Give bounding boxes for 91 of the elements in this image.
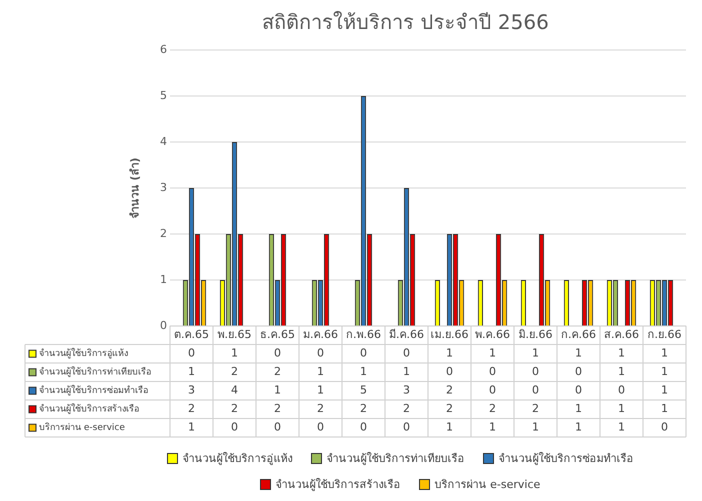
data-label: 0 xyxy=(274,420,281,434)
data-label: 4 xyxy=(231,384,238,397)
data-label: 1 xyxy=(618,365,625,378)
data-label: 3 xyxy=(403,384,410,397)
data-label: 0 xyxy=(661,420,668,434)
data-label: 1 xyxy=(403,365,410,378)
data-label: 1 xyxy=(661,384,668,397)
data-label: 0 xyxy=(532,384,539,397)
x-tick-label: ก.ย.66 xyxy=(648,328,682,342)
data-label: 0 xyxy=(532,365,539,378)
x-tick-label: มิ.ย.66 xyxy=(518,328,552,342)
data-label: 0 xyxy=(403,420,410,434)
data-label: 1 xyxy=(575,402,582,416)
data-label: 2 xyxy=(274,365,281,378)
text: จำนวนผู้ใช้บริการซ่อมทำเรือ xyxy=(498,452,634,465)
data-label: 1 xyxy=(661,346,668,360)
data-label: 1 xyxy=(618,402,625,416)
data-label: 0 xyxy=(403,346,410,360)
data-label: 1 xyxy=(274,384,281,397)
x-tick-label: พ.ย.65 xyxy=(218,328,252,342)
x-tick-label: มี.ค.66 xyxy=(389,328,424,342)
data-label: 1 xyxy=(317,365,324,378)
data-label: 1 xyxy=(575,420,582,434)
y-tick-label: 1 xyxy=(160,272,167,286)
data-label: 2 xyxy=(532,402,539,416)
y-tick-label: 3 xyxy=(160,180,167,194)
y-tick-label: 5 xyxy=(160,88,167,102)
legend-label: บริการผ่าน e-service xyxy=(39,422,126,434)
data-label: 1 xyxy=(317,384,324,397)
y-axis-title: จำนวน (ลำ) xyxy=(128,158,142,218)
data-label: 2 xyxy=(317,402,324,416)
data-label: 2 xyxy=(360,402,367,416)
data-label: 1 xyxy=(489,346,496,360)
data-label: 0 xyxy=(575,384,582,397)
x-tick-label: ก.ค.66 xyxy=(561,328,596,342)
text: จำนวนผู้ใช้บริการสร้างเรือ xyxy=(276,478,401,491)
data-label: 0 xyxy=(231,420,238,434)
x-tick-label: ส.ค.66 xyxy=(604,328,639,342)
data-label: 3 xyxy=(188,384,195,397)
data-label: 1 xyxy=(532,420,539,434)
y-tick-label: 4 xyxy=(160,134,167,148)
x-tick-label: ธ.ค.65 xyxy=(260,328,295,342)
data-label: 1 xyxy=(575,346,582,360)
data-label: 0 xyxy=(274,346,281,360)
data-label: 2 xyxy=(489,402,496,416)
data-label: 0 xyxy=(360,420,367,434)
data-label: 2 xyxy=(231,402,238,416)
data-label: 0 xyxy=(360,346,367,360)
data-label: 2 xyxy=(403,402,410,416)
data-label: 0 xyxy=(618,384,625,397)
legend-label: จำนวนผู้ใช้บริการซ่อมทำเรือ xyxy=(39,385,148,396)
data-label: 1 xyxy=(188,365,195,378)
data-label: 0 xyxy=(575,365,582,378)
y-tick-label: 0 xyxy=(160,318,167,332)
data-label: 2 xyxy=(446,402,453,416)
data-label: 0 xyxy=(489,384,496,397)
data-label: 2 xyxy=(274,402,281,416)
data-label: 2 xyxy=(188,402,195,416)
x-tick-label: เม.ย.66 xyxy=(430,328,468,342)
data-label: 1 xyxy=(618,346,625,360)
data-label: 1 xyxy=(661,402,668,416)
data-label: 2 xyxy=(231,365,238,378)
data-label: 0 xyxy=(489,365,496,378)
chart-title: สถิติการให้บริการ ประจำปี 2566 xyxy=(262,10,549,34)
x-tick-label: ก.พ.66 xyxy=(346,328,381,342)
y-tick-label: 6 xyxy=(160,42,167,56)
data-label: 0 xyxy=(446,365,453,378)
data-label: 1 xyxy=(446,420,453,434)
legend-label: จำนวนผู้ใช้บริการอู่แห้ง xyxy=(39,348,128,360)
text: จำนวนผู้ใช้บริการท่าเทียบเรือ xyxy=(326,452,464,465)
x-tick-label: ม.ค.66 xyxy=(303,328,338,342)
data-label: 1 xyxy=(618,420,625,434)
legend-label: จำนวนผู้ใช้บริการท่าเทียบเรือ xyxy=(39,366,151,378)
data-label: 1 xyxy=(489,420,496,434)
data-label: 0 xyxy=(188,346,195,360)
legend-label: จำนวนผู้ใช้บริการสร้างเรือ xyxy=(39,404,139,415)
data-label: 1 xyxy=(360,365,367,378)
data-label: 1 xyxy=(661,365,668,378)
text: จำนวนผู้ใช้บริการอู่แห้ง xyxy=(182,452,292,465)
data-label: 0 xyxy=(317,346,324,360)
data-label: 1 xyxy=(532,346,539,360)
data-label: 0 xyxy=(317,420,324,434)
data-label: 1 xyxy=(446,346,453,360)
data-label: 1 xyxy=(188,420,195,434)
text: บริการผ่าน e-service xyxy=(434,478,540,491)
x-tick-label: ต.ค.65 xyxy=(174,328,209,342)
x-tick-label: พ.ค.66 xyxy=(475,328,510,342)
data-label: 5 xyxy=(360,384,367,397)
data-label: 2 xyxy=(446,384,453,397)
y-tick-label: 2 xyxy=(160,226,167,240)
data-label: 1 xyxy=(231,346,238,360)
